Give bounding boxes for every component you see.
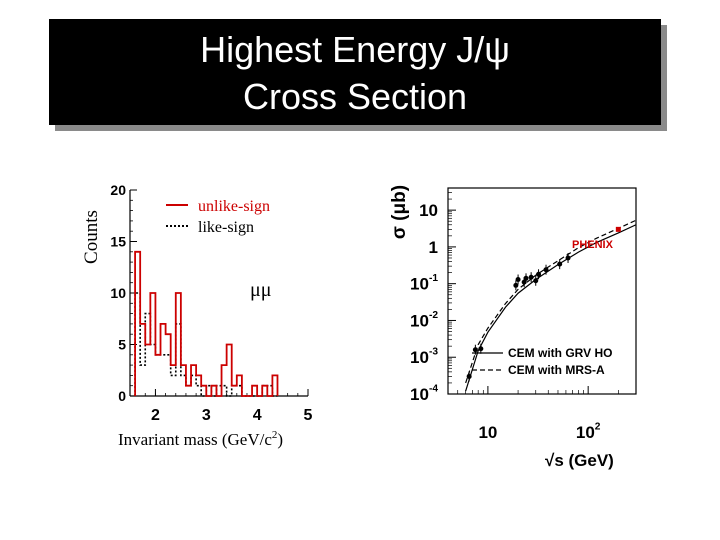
legend-like-label: like-sign xyxy=(198,219,254,236)
title-line-1: Highest Energy J/ψ xyxy=(200,29,510,70)
left-x-tick-label: 2 xyxy=(151,407,160,424)
left-x-tick-label: 4 xyxy=(253,407,262,424)
left-y-tick-label: 10 xyxy=(110,285,126,301)
left-y-tick-label: 0 xyxy=(118,388,126,404)
right-y-tick-label: 10 xyxy=(419,201,438,220)
data-point xyxy=(513,282,519,288)
right-x-tick-label: 102 xyxy=(576,422,601,443)
right-x-axis-label: √s (GeV) xyxy=(545,451,614,470)
mrs-a-curve xyxy=(465,219,637,384)
data-point xyxy=(543,267,549,273)
data-point xyxy=(565,255,571,261)
phenix-label: PHENIX xyxy=(572,239,614,251)
data-point xyxy=(521,279,527,285)
left-x-tick-label: 5 xyxy=(304,407,313,424)
data-point xyxy=(528,274,534,280)
data-point xyxy=(523,275,529,281)
right-y-tick-label: 10-3 xyxy=(410,347,438,368)
like-sign-histogram xyxy=(134,292,278,397)
right-y-axis-label: σ (μb) xyxy=(389,185,410,239)
unlike-sign-histogram xyxy=(134,250,279,397)
left-y-tick-label: 5 xyxy=(118,337,126,353)
left-y-tick-label: 15 xyxy=(110,234,126,250)
title-line-2: Cross Section xyxy=(242,76,468,117)
data-point xyxy=(533,278,539,284)
data-point xyxy=(557,261,563,267)
right-y-tick-label: 1 xyxy=(429,238,438,257)
data-point xyxy=(536,271,542,277)
left-x-axis-label: Invariant mass (GeV/c2) xyxy=(118,429,283,449)
right-y-tick-label: 10-2 xyxy=(410,310,438,331)
data-point xyxy=(515,276,521,282)
right-x-tick-label: 10 xyxy=(478,423,497,442)
data-point xyxy=(472,347,478,353)
legend-unlike-label: unlike-sign xyxy=(198,198,270,215)
phenix-data-point xyxy=(615,226,621,232)
legend-mrs-label: CEM with MRS-A xyxy=(508,363,605,377)
right-y-tick-label: 10-4 xyxy=(410,384,438,405)
left-y-tick-label: 20 xyxy=(110,182,126,198)
data-point xyxy=(466,373,472,379)
right-plot-frame xyxy=(447,187,637,395)
title-banner: Highest Energy J/ψ Cross Section xyxy=(49,19,661,125)
right-y-tick-label: 10-1 xyxy=(410,273,438,294)
legend-grv-label: CEM with GRV HO xyxy=(508,346,612,360)
mumu-annotation: μμ xyxy=(250,279,271,301)
left-y-axis-label: Counts xyxy=(81,210,102,264)
left-x-tick-label: 3 xyxy=(202,407,211,424)
data-point xyxy=(478,346,484,352)
